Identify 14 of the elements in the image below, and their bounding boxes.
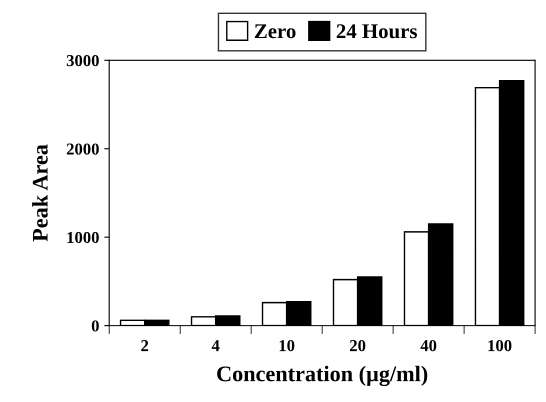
x-tick-label: 20	[350, 340, 366, 352]
y-tick-label: 0	[92, 320, 99, 332]
y-tick-label: 3000	[66, 55, 99, 66]
x-tick-label: 4	[212, 340, 220, 352]
x-tick-label: 2	[141, 340, 148, 352]
y-tick-label: 2000	[66, 143, 99, 155]
x-tick-label: 40	[420, 340, 436, 352]
legend-label: Zero	[254, 24, 296, 38]
x-tick-label: 10	[280, 340, 294, 352]
x-axis-title: Concentration (µg/ml)	[217, 366, 428, 386]
x-tick-label: 100	[488, 340, 512, 352]
legend-label: 24 Hours	[336, 24, 417, 38]
y-tick-label: 1000	[67, 232, 99, 244]
y-axis-title: Peak Area	[32, 144, 48, 242]
